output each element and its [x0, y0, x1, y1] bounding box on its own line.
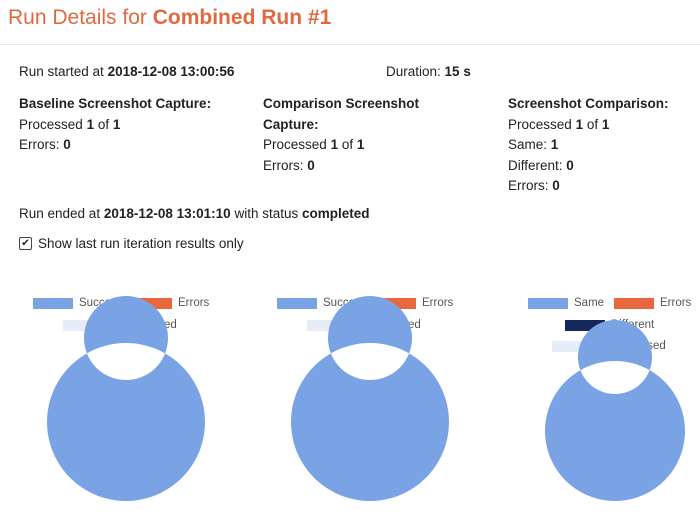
comparison-capture-processed: Processed 1 of 1: [263, 135, 419, 156]
run-started-label: Run started at: [19, 64, 104, 79]
processed-count: 1: [330, 137, 339, 152]
different-value: 0: [566, 157, 574, 173]
show-last-iteration-label[interactable]: Show last run iteration results only: [38, 236, 244, 251]
same-value: 1: [550, 137, 559, 152]
screenshot-comparison-errors: Errors: 0: [508, 176, 669, 197]
errors-value: 0: [63, 137, 71, 152]
comparison-capture-errors: Errors: 0: [263, 156, 419, 177]
donut-slice-same[interactable]: [544, 320, 685, 502]
legend-swatch: [63, 319, 103, 331]
errors-label: Errors:: [508, 178, 549, 193]
errors-value: 0: [307, 157, 315, 173]
legend-swatch: [132, 297, 172, 309]
baseline-errors: Errors: 0: [19, 135, 211, 156]
comparison-capture-stats: Comparison Screenshot Capture: Processed…: [263, 94, 419, 176]
legend-label: Errors: [178, 297, 210, 309]
processed-label: Processed: [263, 137, 327, 152]
different-label: Different:: [508, 157, 563, 173]
screenshot-comparison-heading: Screenshot Comparison:: [508, 96, 669, 111]
show-last-iteration-checkbox[interactable]: ✔: [19, 237, 32, 250]
processed-total: 1: [601, 116, 610, 132]
show-last-iteration-option[interactable]: ✔ Show last run iteration results only: [19, 236, 244, 251]
legend-item[interactable]: Errors: [376, 297, 453, 309]
processed-label: Processed: [508, 116, 572, 132]
processed-label: Processed: [19, 116, 83, 132]
page-title: Run Details for Combined Run #1: [8, 6, 331, 30]
run-started-line: Run started at 2018-12-08 13:00:56: [19, 64, 234, 79]
legend-swatch: [614, 297, 654, 309]
processed-count: 1: [86, 116, 95, 132]
legend-swatch: [307, 319, 347, 331]
duration-label: Duration:: [386, 64, 441, 79]
run-ended-label: Run ended at: [19, 206, 101, 221]
processed-total: 1: [112, 116, 121, 132]
of-label: of: [341, 137, 354, 152]
run-ended-line: Run ended at 2018-12-08 13:01:10 with st…: [19, 206, 370, 221]
of-label: of: [97, 116, 110, 132]
legend-swatch: [33, 297, 73, 309]
run-name: Combined Run #1: [152, 6, 332, 29]
legend-item[interactable]: Errors: [614, 297, 691, 309]
screenshot-comparison-processed: Processed 1 of 1: [508, 115, 669, 136]
errors-label: Errors:: [263, 157, 304, 173]
baseline-heading: Baseline Screenshot Capture:: [19, 96, 212, 111]
legend-label: Errors: [422, 297, 454, 309]
comparison-capture-heading-line2: Capture:: [263, 116, 319, 132]
same-label: Same:: [508, 137, 548, 152]
legend-item[interactable]: Same: [528, 297, 604, 309]
screenshot-comparison-stats: Screenshot Comparison: Processed 1 of 1 …: [508, 94, 669, 197]
legend-label: Same: [574, 297, 605, 309]
comparison-capture-heading-line1: Comparison Screenshot: [263, 96, 420, 111]
legend-swatch: [552, 340, 592, 352]
of-label: of: [586, 116, 599, 132]
screenshot-comparison-different: Different: 0: [508, 156, 669, 177]
page-title-prefix: Run Details for: [8, 6, 147, 29]
duration-value: 15 s: [444, 64, 471, 79]
errors-value: 0: [552, 178, 560, 193]
legend-label: Errors: [660, 297, 692, 309]
processed-count: 1: [575, 116, 584, 132]
errors-label: Errors:: [19, 137, 60, 152]
legend-item[interactable]: Errors: [132, 297, 209, 309]
run-ended-status-label: with status: [234, 206, 299, 221]
legend-swatch: [565, 319, 605, 331]
baseline-capture-stats: Baseline Screenshot Capture: Processed 1…: [19, 94, 211, 156]
donut-slice-success[interactable]: [46, 295, 205, 501]
donut-slice-success[interactable]: [290, 296, 449, 501]
checkmark-icon: ✔: [21, 237, 30, 249]
baseline-processed: Processed 1 of 1: [19, 115, 211, 136]
duration-line: Duration: 15 s: [386, 64, 471, 79]
processed-total: 1: [356, 137, 365, 152]
legend-swatch: [528, 297, 568, 309]
run-ended-value: 2018-12-08 13:01:10: [103, 206, 231, 221]
run-started-value: 2018-12-08 13:00:56: [107, 64, 235, 79]
header-divider: [0, 44, 700, 45]
legend-swatch: [376, 297, 416, 309]
run-ended-status-value: completed: [302, 206, 370, 221]
screenshot-comparison-same: Same: 1: [508, 135, 669, 156]
legend-swatch: [277, 297, 317, 309]
